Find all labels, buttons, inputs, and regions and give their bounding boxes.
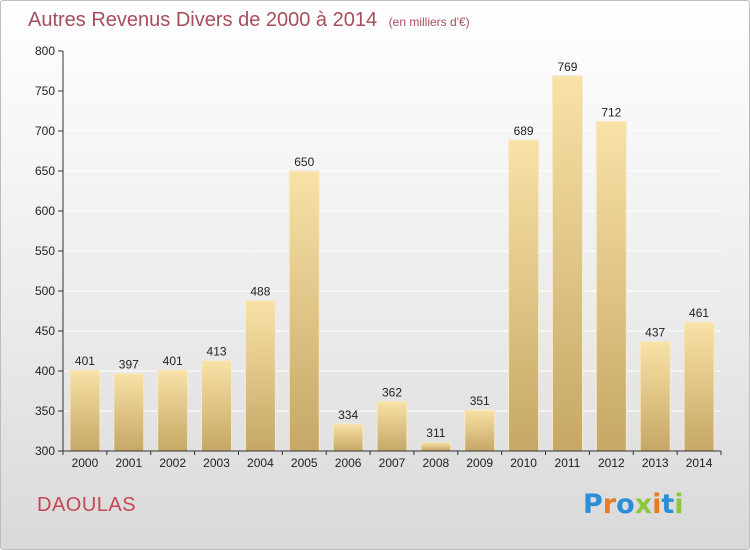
bar-2002: [157, 369, 189, 452]
bar-2003: [201, 360, 233, 452]
logo-letter: i: [652, 489, 662, 520]
data-label: 401: [75, 354, 95, 368]
data-label: 397: [119, 357, 139, 371]
x-tick-label: 2007: [379, 456, 406, 470]
data-labels: 401 397 401 413 488 650 334 362 311 351 689 769 712 4…: [75, 60, 709, 440]
data-label: 362: [382, 385, 402, 399]
x-tick-label: 2010: [510, 456, 537, 470]
data-label: 769: [557, 60, 577, 74]
x-tick-label: 2008: [423, 456, 450, 470]
y-tick-label: 450: [35, 324, 55, 338]
x-tick-label: 2011: [555, 456, 581, 470]
y-tick-label: 600: [35, 204, 55, 218]
data-label: 712: [601, 105, 621, 119]
y-tick-label: 700: [35, 124, 55, 138]
y-tick-label: 650: [35, 164, 55, 178]
x-tick-labels: 2000 2001 2002 2003 2004 2005 2006 2007 2008 2009…: [72, 456, 713, 470]
y-tick-label: 550: [35, 244, 55, 258]
logo-letter: P: [583, 489, 603, 520]
x-tick-label: 2002: [159, 456, 186, 470]
y-tick-labels: 300 350 400 450 500 550 600 650 700 750 800: [35, 44, 55, 458]
x-tick-label: 2012: [598, 456, 625, 470]
bar-2005: [288, 170, 320, 452]
bar-2004: [244, 300, 276, 452]
bar-2013: [639, 340, 671, 452]
y-tick-label: 300: [35, 444, 55, 458]
bar-2012: [595, 120, 627, 452]
data-label: 437: [645, 325, 665, 339]
x-tick-label: 2009: [466, 456, 493, 470]
y-tick-label: 400: [35, 364, 55, 378]
data-label: 650: [294, 155, 314, 169]
x-tick-label: 2001: [115, 456, 142, 470]
logo-letter: o: [616, 489, 635, 520]
chart-title-line: Autres Revenus Divers de 2000 à 2014 (en…: [28, 9, 470, 32]
bar-2014: [683, 321, 715, 452]
data-label: 413: [207, 345, 227, 359]
y-tick-label: 350: [35, 404, 55, 418]
data-label: 488: [250, 285, 270, 299]
bar-2000: [69, 369, 101, 452]
bar-2010: [508, 139, 540, 452]
data-label: 461: [689, 306, 709, 320]
y-tick-label: 750: [35, 84, 55, 98]
x-tick-label: 2004: [247, 456, 274, 470]
bar-2007: [376, 400, 408, 452]
bar-2008: [420, 441, 452, 452]
x-tick-label: 2003: [203, 456, 230, 470]
axes: [62, 51, 722, 455]
logo-letter: t: [661, 489, 675, 520]
logo-letter: i: [674, 489, 684, 520]
logo-letter: x: [634, 489, 653, 520]
data-label: 311: [426, 426, 445, 440]
y-tick-label: 800: [35, 44, 55, 58]
x-tick-label: 2000: [72, 456, 99, 470]
data-label: 351: [470, 394, 490, 408]
data-label: 401: [163, 354, 183, 368]
y-tick-label: 500: [35, 284, 55, 298]
x-tick-label: 2006: [335, 456, 362, 470]
data-label: 689: [514, 124, 534, 138]
bar-2006: [332, 423, 364, 452]
chart-subtitle: (en milliers d'€): [388, 15, 470, 29]
bar-2001: [113, 372, 145, 452]
x-tick-label: 2005: [291, 456, 318, 470]
city-name: DAOULAS: [37, 494, 137, 516]
bars: [69, 75, 715, 452]
proxiti-logo: Proxiti: [583, 489, 684, 520]
bar-2009: [464, 409, 496, 452]
x-tick-label: 2013: [642, 456, 669, 470]
bar-2011: [551, 75, 583, 452]
x-tick-label: 2014: [686, 456, 713, 470]
logo-letter: r: [602, 489, 617, 520]
chart-title: Autres Revenus Divers de 2000 à 2014: [28, 9, 378, 31]
data-label: 334: [338, 408, 358, 422]
